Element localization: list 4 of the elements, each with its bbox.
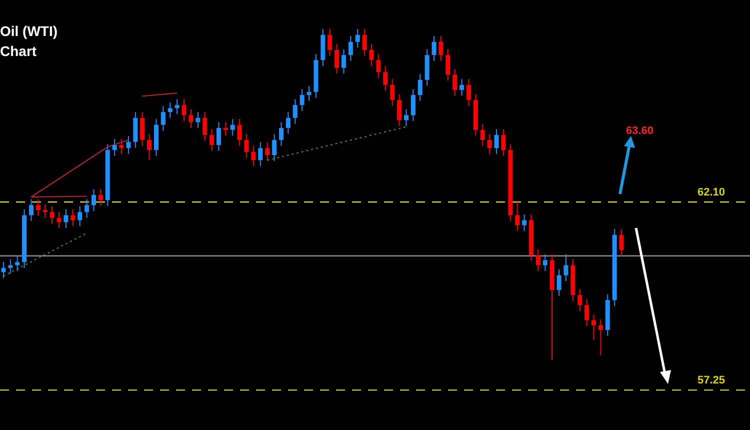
text: 63.60: [626, 125, 654, 137]
ref-line-label: 57.25: [697, 374, 725, 387]
text: Oil (WTI) Chart: [0, 23, 58, 59]
ref-line-label: 62.10: [697, 186, 725, 199]
